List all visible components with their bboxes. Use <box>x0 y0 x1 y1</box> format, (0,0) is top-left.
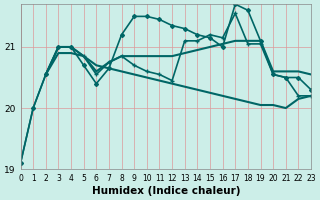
X-axis label: Humidex (Indice chaleur): Humidex (Indice chaleur) <box>92 186 240 196</box>
